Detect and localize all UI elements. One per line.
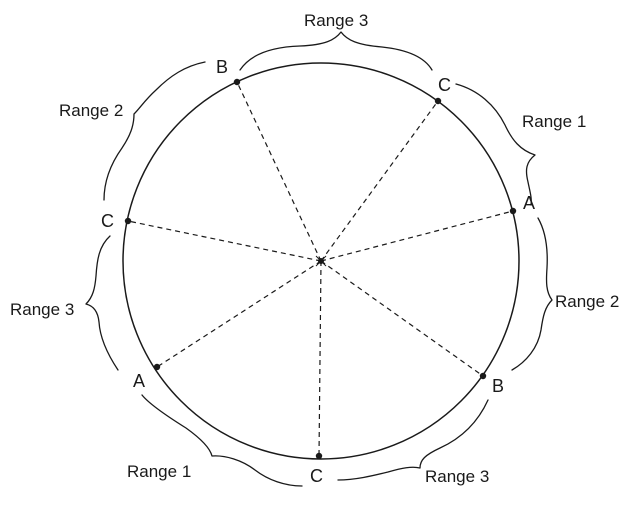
range-label: Range 3 [304,11,368,30]
range-label: Range 2 [555,292,619,311]
point-b-bottom [479,372,487,380]
range-label: Range 2 [59,101,123,120]
points [124,78,517,460]
point-label: C [310,466,323,486]
spoke-a-left [156,260,322,368]
brace-upper-left [103,61,206,201]
point-label: C [438,75,451,95]
point-label: B [492,376,504,396]
outer-circle [122,62,520,460]
brace-left [85,235,119,371]
spoke-a-right [320,210,514,262]
point-c-top [434,97,442,105]
point-a-right [509,207,517,215]
range-label: Range 1 [127,462,191,481]
spoke-b-bottom [320,260,484,377]
range-label: Range 1 [522,112,586,131]
point-c-bottom [315,452,323,460]
point-label: C [101,211,114,231]
point-c-left [124,217,132,225]
point-label: B [216,57,228,77]
range-label: Range 3 [425,467,489,486]
brace-lower-right [337,399,489,481]
spoke-c-top [320,100,439,262]
braces [85,31,553,487]
brace-top [239,31,433,71]
point-label: A [523,193,535,213]
point-a-left [153,363,161,371]
spoke-b-top [236,81,322,262]
brace-lower-left [141,394,303,487]
spoke-c-left [127,220,322,262]
point-label: A [133,371,145,391]
brace-upper-right [455,83,536,206]
center-mark [315,255,327,267]
brace-right [511,217,553,371]
spoke-c-bottom [318,260,322,457]
range-label: Range 3 [10,300,74,319]
point-b-top [233,78,241,86]
spokes [127,81,514,457]
